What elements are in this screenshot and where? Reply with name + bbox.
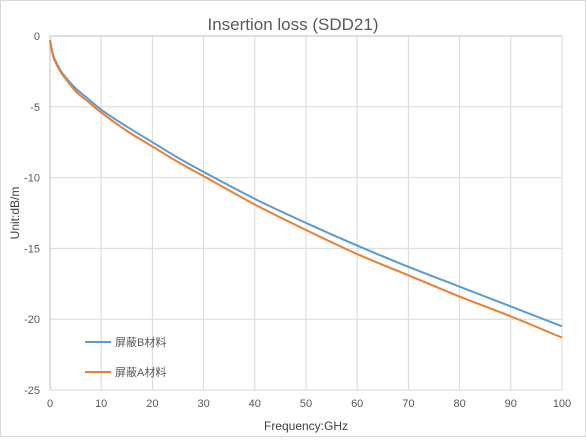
y-tick-label: -15 <box>24 243 40 255</box>
gridlines <box>50 36 563 391</box>
y-axis-label: Unit:dB/m <box>8 187 22 240</box>
chart-title: Insertion loss (SDD21) <box>207 15 378 34</box>
series-lines <box>49 40 563 339</box>
x-tick-label: 30 <box>197 398 209 410</box>
x-tick-label: 80 <box>453 398 465 410</box>
y-tick-label: 0 <box>34 31 40 43</box>
axes: 0 10 20 30 40 50 60 70 80 90 100 0 -5 -10 -15 -20 -25 <box>24 31 571 410</box>
x-axis-label: Frequency:GHz <box>264 419 348 433</box>
x-tick-label: 10 <box>95 398 107 410</box>
x-tick-label: 40 <box>249 398 261 410</box>
x-tick-label: 0 <box>47 398 53 410</box>
x-tick-label: 60 <box>351 398 363 410</box>
y-tick-label: -10 <box>24 173 40 185</box>
y-tick-label: -5 <box>30 102 40 114</box>
x-tick-label: 70 <box>402 398 414 410</box>
y-tick-label: -25 <box>24 385 40 397</box>
x-tick-label: 100 <box>553 398 571 410</box>
x-tick-label: 90 <box>505 398 517 410</box>
legend-label: 屏蔽B材料 <box>115 335 166 349</box>
y-tick-label: -20 <box>24 314 40 326</box>
legend-label: 屏蔽A材料 <box>115 365 166 379</box>
x-tick-label: 50 <box>300 398 312 410</box>
series-line-2 <box>49 40 563 339</box>
x-tick-label: 20 <box>146 398 158 410</box>
